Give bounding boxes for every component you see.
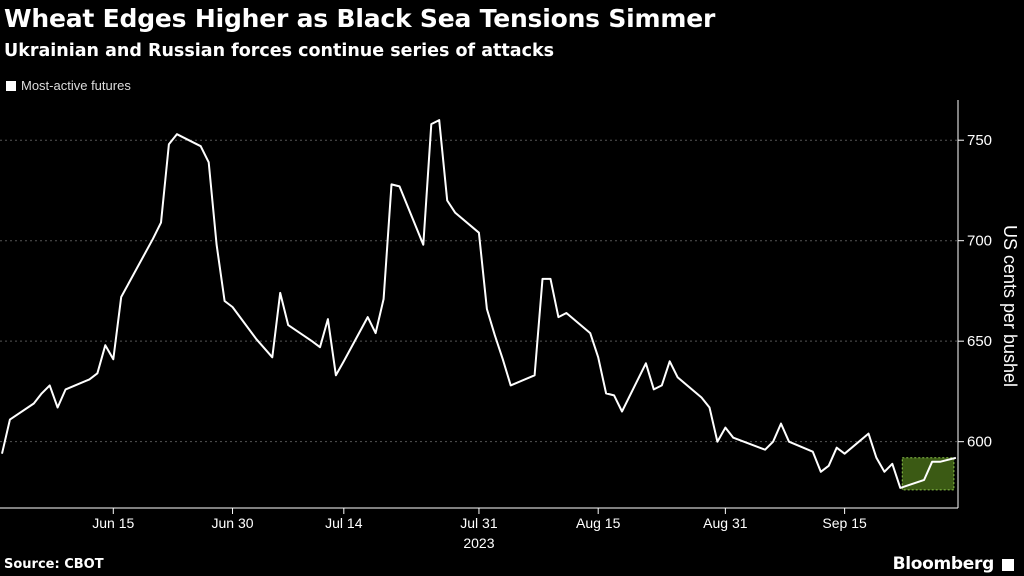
series-line-most-active-futures xyxy=(1,119,957,489)
x-axis-year-label: 2023 xyxy=(463,535,494,551)
x-tick-label: Jun 30 xyxy=(212,515,254,531)
chart-subtitle: Ukrainian and Russian forces continue se… xyxy=(4,41,555,61)
bloomberg-logo: Bloomberg xyxy=(892,554,995,574)
legend-swatch xyxy=(6,80,16,91)
x-tick-label: Jun 15 xyxy=(92,515,134,531)
y-axis-title: US cents per bushel xyxy=(1000,225,1020,387)
chart-title: Wheat Edges Higher as Black Sea Tensions… xyxy=(4,4,716,33)
y-tick-label: 750 xyxy=(967,132,992,149)
legend: Most-active futures xyxy=(6,78,131,93)
y-tick-label: 700 xyxy=(967,233,992,250)
x-tick-label: Jul 14 xyxy=(325,515,363,531)
y-tick-label: 600 xyxy=(967,434,992,451)
legend-label: Most-active futures xyxy=(21,78,131,93)
x-tick-label: Jul 31 xyxy=(460,515,498,531)
bloomberg-mark-icon xyxy=(1002,559,1014,571)
source-note: Source: CBOT xyxy=(4,557,104,572)
x-tick-label: Aug 15 xyxy=(576,515,621,531)
x-tick-label: Aug 31 xyxy=(703,515,748,531)
y-tick-label: 650 xyxy=(967,333,992,350)
x-tick-label: Sep 15 xyxy=(822,515,867,531)
